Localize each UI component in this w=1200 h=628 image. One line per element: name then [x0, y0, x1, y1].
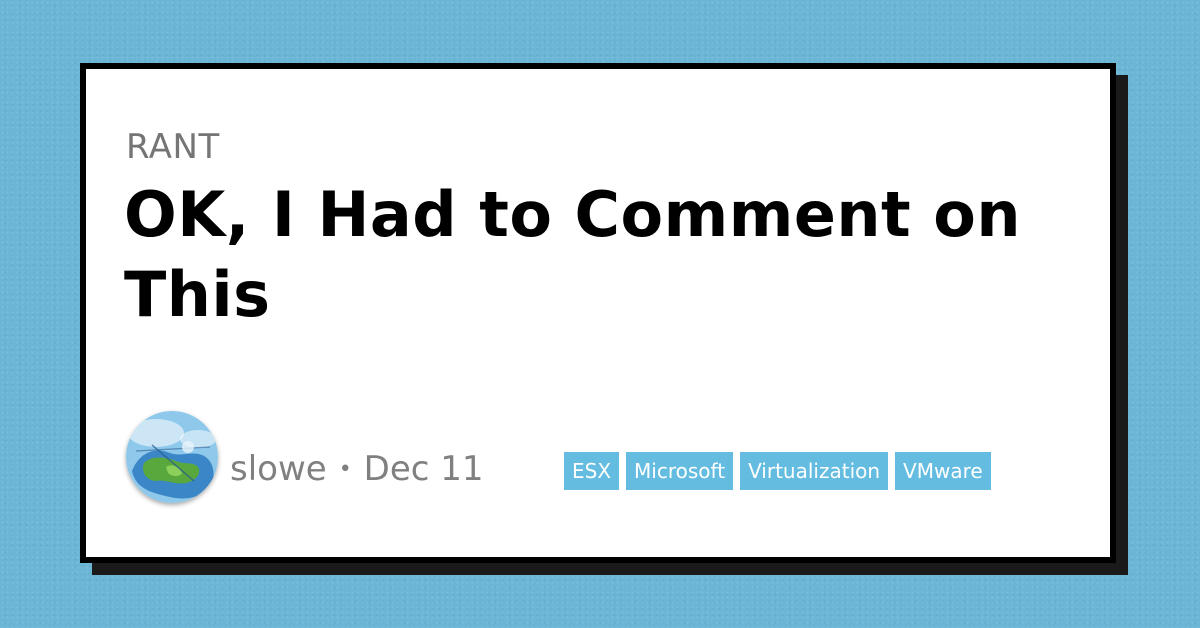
- tag-virtualization[interactable]: Virtualization: [740, 452, 889, 490]
- tag-vmware[interactable]: VMware: [895, 452, 991, 490]
- post-date: Dec 11: [363, 449, 484, 489]
- post-meta: slowe • Dec 11: [230, 449, 484, 489]
- tag-list: ESX Microsoft Virtualization VMware: [564, 452, 991, 490]
- post-category: RANT: [126, 127, 220, 167]
- tag-esx[interactable]: ESX: [564, 452, 620, 490]
- world-map-illustration-icon: [126, 411, 218, 503]
- tag-microsoft[interactable]: Microsoft: [626, 452, 734, 490]
- meta-separator: •: [338, 457, 352, 482]
- post-title[interactable]: OK, I Had to Comment on This: [124, 178, 1021, 331]
- author-avatar[interactable]: [126, 411, 218, 503]
- post-card[interactable]: RANT OK, I Had to Comment on This slowe •…: [80, 63, 1116, 563]
- author-name[interactable]: slowe: [230, 449, 327, 489]
